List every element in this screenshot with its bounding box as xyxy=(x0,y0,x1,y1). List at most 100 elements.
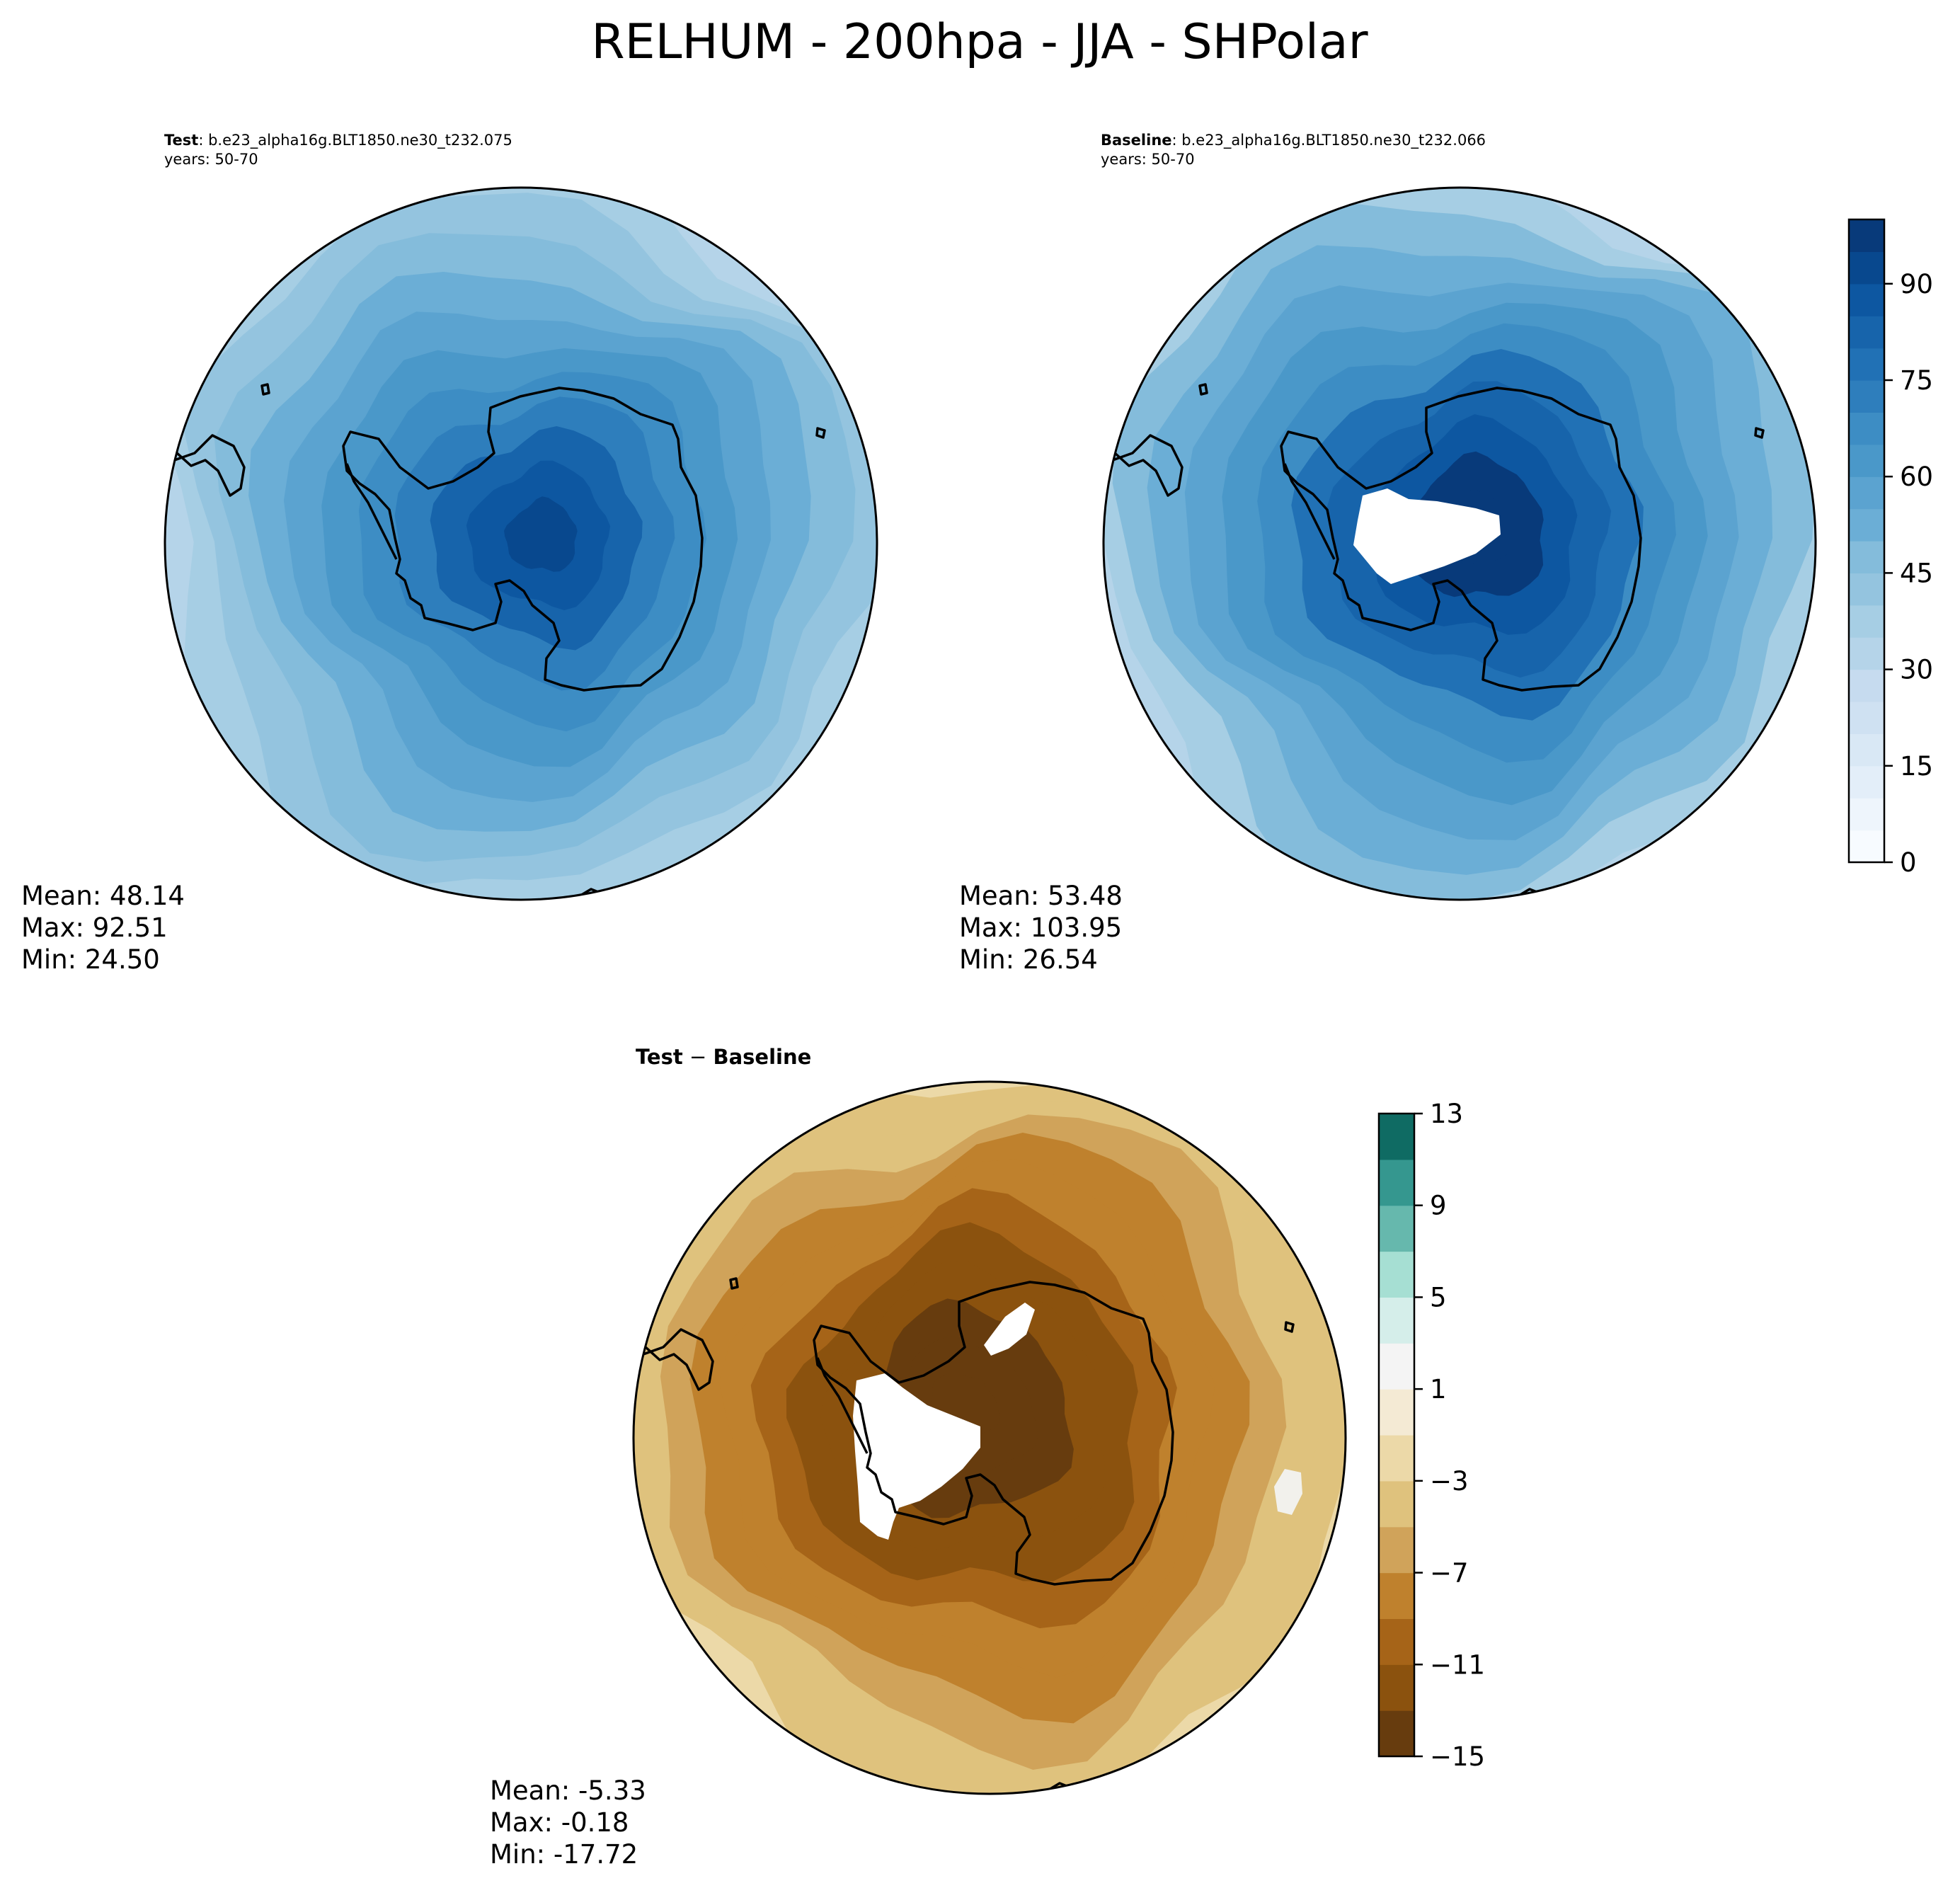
difference-colorbar-tick-label: −11 xyxy=(1430,1649,1485,1680)
difference-mean: Mean: -5.33 xyxy=(490,1775,646,1806)
relhum-colorbar-swatch-3 xyxy=(1849,733,1884,767)
relhum-colorbar-tick-label: 0 xyxy=(1900,847,1917,878)
relhum-colorbar-swatch-11 xyxy=(1849,476,1884,510)
panel-difference-title-baseline: Baseline xyxy=(713,1045,811,1069)
baseline-missing-region xyxy=(1353,488,1501,584)
test-map xyxy=(165,188,877,900)
difference-missing-regions xyxy=(853,1303,1302,1540)
difference-colorbar-swatch-11 xyxy=(1379,1205,1414,1252)
relhum-colorbar-swatch-13 xyxy=(1849,412,1884,445)
south-america-coastline xyxy=(165,434,246,497)
relhum-colorbar-swatch-1 xyxy=(1849,798,1884,831)
test-map-border xyxy=(164,186,878,901)
difference-colorbar-tick-label: 5 xyxy=(1430,1282,1447,1312)
difference-colorbar-tick-label: 1 xyxy=(1430,1374,1447,1404)
difference-colorbar-swatch-10 xyxy=(1379,1251,1414,1298)
difference-colorbar-tick-label: 9 xyxy=(1430,1191,1447,1221)
panel-difference-title-test: Test xyxy=(636,1045,683,1069)
test-contour-level-13 xyxy=(504,496,578,572)
difference-colorbar-swatch-0 xyxy=(1379,1710,1414,1757)
difference-colorbar-swatch-1 xyxy=(1379,1664,1414,1711)
baseline-map-border xyxy=(1102,186,1817,901)
south-america-coastline xyxy=(634,1328,714,1391)
panel-test: Test: b.e23_alpha16g.BLT1850.ne30_t232.0… xyxy=(21,132,878,975)
difference-colorbar-tick-label: −15 xyxy=(1430,1741,1485,1772)
difference-colorbar-swatch-13 xyxy=(1379,1114,1414,1160)
relhum-colorbar-tick-label: 15 xyxy=(1900,751,1933,782)
panel-baseline-years: years: 50-70 xyxy=(1101,151,1195,168)
small-island-2 xyxy=(729,1277,739,1290)
difference-colorbar-swatch-2 xyxy=(1379,1618,1414,1665)
difference-colorbar-swatch-9 xyxy=(1379,1297,1414,1344)
antarctica-coastline xyxy=(1280,387,1642,692)
baseline-max: Max: 103.95 xyxy=(959,912,1122,943)
panel-baseline-title: Baseline: b.e23_alpha16g.BLT1850.ne30_t2… xyxy=(1101,132,1486,149)
relhum-colorbar-swatch-4 xyxy=(1849,702,1884,734)
baseline-min: Min: 26.54 xyxy=(959,944,1098,975)
antarctica-coastline xyxy=(342,387,704,692)
relhum-colorbar-swatch-7 xyxy=(1849,605,1884,638)
panel-difference: Test − Baseline Mean: -5.33 Max: -0.18 M… xyxy=(490,1045,1347,1870)
small-island-2 xyxy=(1198,383,1208,396)
relhum-colorbar-swatch-0 xyxy=(1849,830,1884,863)
missing-region-3 xyxy=(1274,1469,1302,1515)
panel-baseline-title-case: : b.e23_alpha16g.BLT1850.ne30_t232.066 xyxy=(1172,132,1486,149)
difference-colorbar: −15 −11 −7 −3 1 5 9 13 xyxy=(1377,1099,1485,1772)
south-america-coastline xyxy=(1104,434,1184,497)
difference-colorbar-tick-label: 13 xyxy=(1430,1099,1463,1129)
test-mean: Mean: 48.14 xyxy=(21,881,185,911)
relhum-colorbar-swatch-16 xyxy=(1849,316,1884,349)
test-min: Min: 24.50 xyxy=(21,944,160,975)
relhum-colorbar-swatch-19 xyxy=(1849,219,1884,252)
relhum-colorbar-swatch-12 xyxy=(1849,444,1884,477)
small-island-1 xyxy=(815,427,826,439)
relhum-colorbar-frame xyxy=(1847,218,1886,864)
difference-colorbar-swatch-6 xyxy=(1379,1435,1414,1482)
difference-min: Min: -17.72 xyxy=(490,1839,638,1870)
difference-colorbar-frame xyxy=(1377,1112,1416,1758)
antarctic-peninsula xyxy=(345,463,398,560)
difference-colorbar-swatch-5 xyxy=(1379,1480,1414,1528)
panel-test-title-case: : b.e23_alpha16g.BLT1850.ne30_t232.075 xyxy=(198,132,512,149)
baseline-coastlines xyxy=(1104,383,1765,900)
panel-baseline-title-bold: Baseline xyxy=(1101,132,1172,149)
difference-colorbar-swatch-8 xyxy=(1379,1343,1414,1390)
baseline-mean: Mean: 53.48 xyxy=(959,881,1123,911)
difference-colorbar-tick-label: −3 xyxy=(1430,1466,1469,1497)
relhum-colorbar-swatch-14 xyxy=(1849,380,1884,413)
difference-colorbar-swatch-3 xyxy=(1379,1572,1414,1620)
difference-colorbar-swatch-4 xyxy=(1379,1526,1414,1574)
small-island-1 xyxy=(1284,1321,1295,1333)
relhum-colorbar-swatch-17 xyxy=(1849,283,1884,316)
panel-test-title-bold: Test xyxy=(164,132,198,149)
panel-baseline: Baseline: b.e23_alpha16g.BLT1850.ne30_t2… xyxy=(959,132,1817,975)
difference-max: Max: -0.18 xyxy=(490,1807,629,1838)
relhum-colorbar-swatch-6 xyxy=(1849,637,1884,670)
relhum-colorbar-tick-label: 60 xyxy=(1900,462,1933,492)
difference-colorbar-tick-label: −7 xyxy=(1430,1558,1469,1589)
difference-map xyxy=(634,1082,1346,1794)
panel-test-title: Test: b.e23_alpha16g.BLT1850.ne30_t232.0… xyxy=(164,132,512,149)
relhum-colorbar-swatch-10 xyxy=(1849,508,1884,542)
relhum-colorbar-swatch-8 xyxy=(1849,573,1884,606)
relhum-colorbar: 0 15 30 45 60 75 90 xyxy=(1847,218,1933,878)
missing-region-2 xyxy=(984,1303,1035,1356)
missing-region-1 xyxy=(853,1373,980,1540)
relhum-colorbar-swatch-2 xyxy=(1849,765,1884,799)
small-island-1 xyxy=(1754,427,1765,439)
small-island-2 xyxy=(260,383,270,396)
panel-difference-title: Test − Baseline xyxy=(636,1045,811,1069)
relhum-colorbar-swatch-15 xyxy=(1849,348,1884,381)
difference-coastlines xyxy=(634,1277,1295,1794)
relhum-colorbar-swatch-18 xyxy=(1849,251,1884,285)
antarctic-peninsula xyxy=(1283,463,1336,560)
difference-colorbar-swatch-7 xyxy=(1379,1389,1414,1436)
figure-title: RELHUM - 200hpa - JJA - SHPolar xyxy=(591,14,1368,70)
antarctic-peninsula xyxy=(816,1357,869,1454)
relhum-colorbar-tick-label: 90 xyxy=(1900,269,1933,299)
relhum-colorbar-tick-label: 45 xyxy=(1900,558,1933,588)
difference-colorbar-swatch-12 xyxy=(1379,1159,1414,1206)
antarctica-coastline xyxy=(813,1281,1174,1586)
relhum-colorbar-swatch-5 xyxy=(1849,669,1884,702)
